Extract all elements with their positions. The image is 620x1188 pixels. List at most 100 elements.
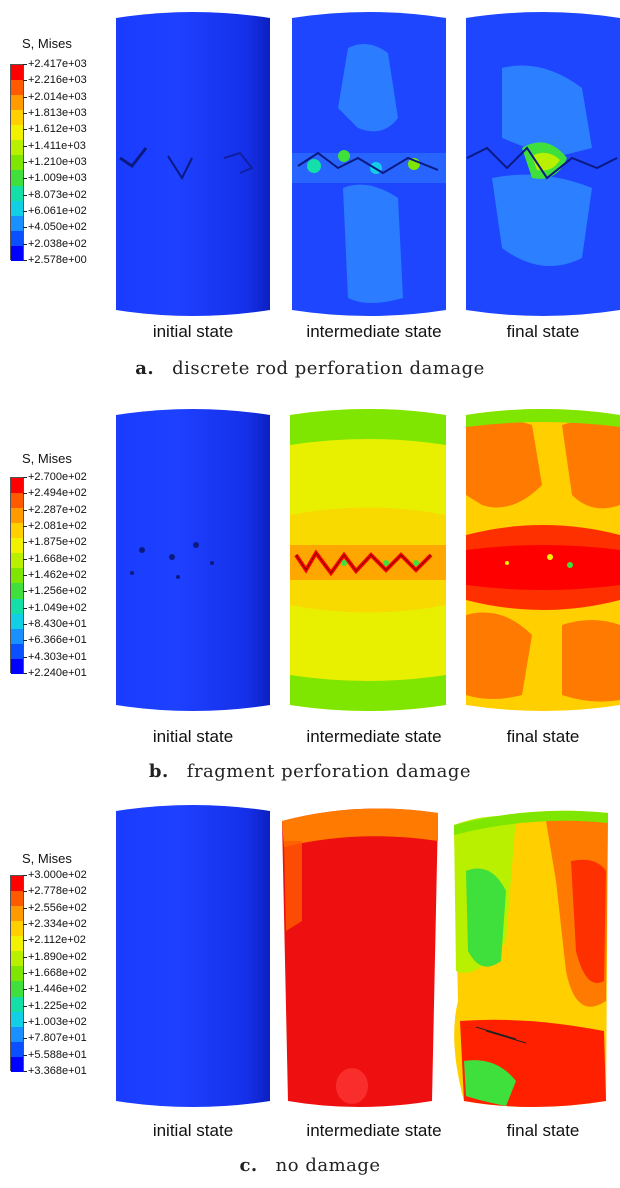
legend-value: +1.411e+03 <box>23 139 86 152</box>
legend-value: +2.494e+02 <box>23 487 87 500</box>
cylinder-intermediate-a <box>292 12 446 316</box>
legend-value: +1.049e+02 <box>23 601 87 614</box>
legend-value: +7.807e+01 <box>23 1032 87 1045</box>
cylinder-initial-a <box>116 12 270 316</box>
legend-color-swatch <box>11 568 23 584</box>
legend-color-swatch <box>11 966 23 982</box>
legend-title: S, Mises <box>22 36 72 51</box>
legend-color-swatch <box>11 523 23 539</box>
legend-value: +2.081e+02 <box>23 520 87 532</box>
state-label-intermediate: intermediate state <box>306 1121 442 1140</box>
legend-value: +5.588e+01 <box>23 1048 87 1061</box>
legend-color-swatch <box>11 155 23 171</box>
legend-color-swatch <box>11 508 23 524</box>
state-label-final: final state <box>506 322 580 341</box>
legend-color-swatch <box>11 658 23 674</box>
legend-value: +4.050e+02 <box>23 221 87 234</box>
legend-value: +4.303e+01 <box>23 650 87 663</box>
legend-color-swatch <box>11 891 23 907</box>
legend-color-swatch <box>11 996 23 1012</box>
state-label-initial: initial state <box>152 322 234 341</box>
legend-value: +3.000e+02 <box>23 869 87 881</box>
caption-text: discrete rod perforation damage <box>172 358 485 379</box>
state-label-final: final state <box>506 727 580 746</box>
legend-color-swatch <box>11 245 23 261</box>
legend-color-swatch <box>11 921 23 937</box>
legend-color-swatch <box>11 583 23 599</box>
caption-b: b. fragment perforation damage <box>0 761 620 782</box>
legend-color-bar <box>10 875 24 1072</box>
legend-color-swatch <box>11 906 23 922</box>
legend-color-swatch <box>11 1041 23 1057</box>
caption-letter: a. <box>135 358 155 379</box>
legend-value: +8.430e+01 <box>23 618 87 630</box>
legend-color-swatch <box>11 876 23 892</box>
legend-color-swatch <box>11 215 23 231</box>
state-label-intermediate: intermediate state <box>306 727 442 746</box>
legend-color-swatch <box>11 185 23 201</box>
legend-color-swatch <box>11 65 23 81</box>
caption-letter: c. <box>239 1155 258 1176</box>
legend-color-swatch <box>11 643 23 659</box>
legend-color-swatch <box>11 80 23 96</box>
legend-color-swatch <box>11 1056 23 1072</box>
legend-value: +2.578e+00 <box>23 254 87 266</box>
legend-value: +2.014e+03 <box>23 90 87 103</box>
legend-title: S, Mises <box>22 851 72 866</box>
legend-color-swatch <box>11 110 23 126</box>
legend-value: +2.556e+02 <box>23 901 87 914</box>
legend-color-bar <box>10 64 24 261</box>
legend-value: +2.112e+02 <box>23 934 86 947</box>
legend-value: +2.417e+03 <box>23 58 87 70</box>
cylinder-final-a <box>466 12 620 316</box>
legend-color-swatch <box>11 170 23 186</box>
legend-color-swatch <box>11 936 23 952</box>
legend-value: +1.003e+02 <box>23 1016 87 1028</box>
legend-color-swatch <box>11 951 23 967</box>
legend-color-swatch <box>11 125 23 141</box>
legend-value: +2.240e+01 <box>23 667 87 679</box>
cylinder-final-b <box>466 409 620 711</box>
legend-value: +2.287e+02 <box>23 503 87 516</box>
panel-a: S, Mises +2.417e+03 +2.216e+03 +2.014e+03 +… <box>0 0 620 395</box>
legend-color-swatch <box>11 553 23 569</box>
legend-value: +1.875e+02 <box>23 536 87 549</box>
panel-b: S, Mises +2.700e+02 +2.494e+02 +2.287e+02 +… <box>0 395 620 795</box>
legend-value: +2.038e+02 <box>23 237 87 250</box>
caption-a: a. discrete rod perforation damage <box>0 358 620 379</box>
legend-value: +6.366e+01 <box>23 634 87 647</box>
legend-value: +1.668e+02 <box>23 552 87 565</box>
legend-color-swatch <box>11 230 23 246</box>
cylinder-intermediate-c <box>282 808 438 1107</box>
legend-value: +1.446e+02 <box>23 983 87 996</box>
legend-color-swatch <box>11 628 23 644</box>
legend-value: +2.700e+02 <box>23 471 87 483</box>
caption-text: no damage <box>275 1155 381 1176</box>
legend-color-swatch <box>11 1026 23 1042</box>
state-label-intermediate: intermediate state <box>306 322 442 341</box>
legend-value: +3.368e+01 <box>23 1065 87 1077</box>
legend-color-swatch <box>11 538 23 554</box>
legend-color-swatch <box>11 140 23 156</box>
legend-color-swatch <box>11 478 23 494</box>
legend-color-swatch <box>11 1011 23 1027</box>
legend-color-swatch <box>11 95 23 111</box>
state-label-final: final state <box>506 1121 580 1140</box>
legend-color-swatch <box>11 981 23 997</box>
legend-value: +1.612e+03 <box>23 123 87 136</box>
state-label-initial: initial state <box>152 727 234 746</box>
legend-value: +1.009e+03 <box>23 172 87 185</box>
legend-color-bar <box>10 477 24 674</box>
panel-c: S, Mises +3.000e+02 +2.778e+02 +2.556e+02 +… <box>0 795 620 1188</box>
legend-value: +1.813e+03 <box>23 107 87 119</box>
legend-value: +1.668e+02 <box>23 967 87 979</box>
legend-value: +1.256e+02 <box>23 585 87 598</box>
legend-value: +1.890e+02 <box>23 950 87 963</box>
legend-title: S, Mises <box>22 451 72 466</box>
legend-value: +1.225e+02 <box>23 999 87 1012</box>
legend-value: +2.334e+02 <box>23 918 87 930</box>
cylinder-initial-c <box>116 805 270 1107</box>
legend-value: +8.073e+02 <box>23 188 87 201</box>
legend-color-swatch <box>11 598 23 614</box>
cylinder-initial-b <box>116 409 270 711</box>
